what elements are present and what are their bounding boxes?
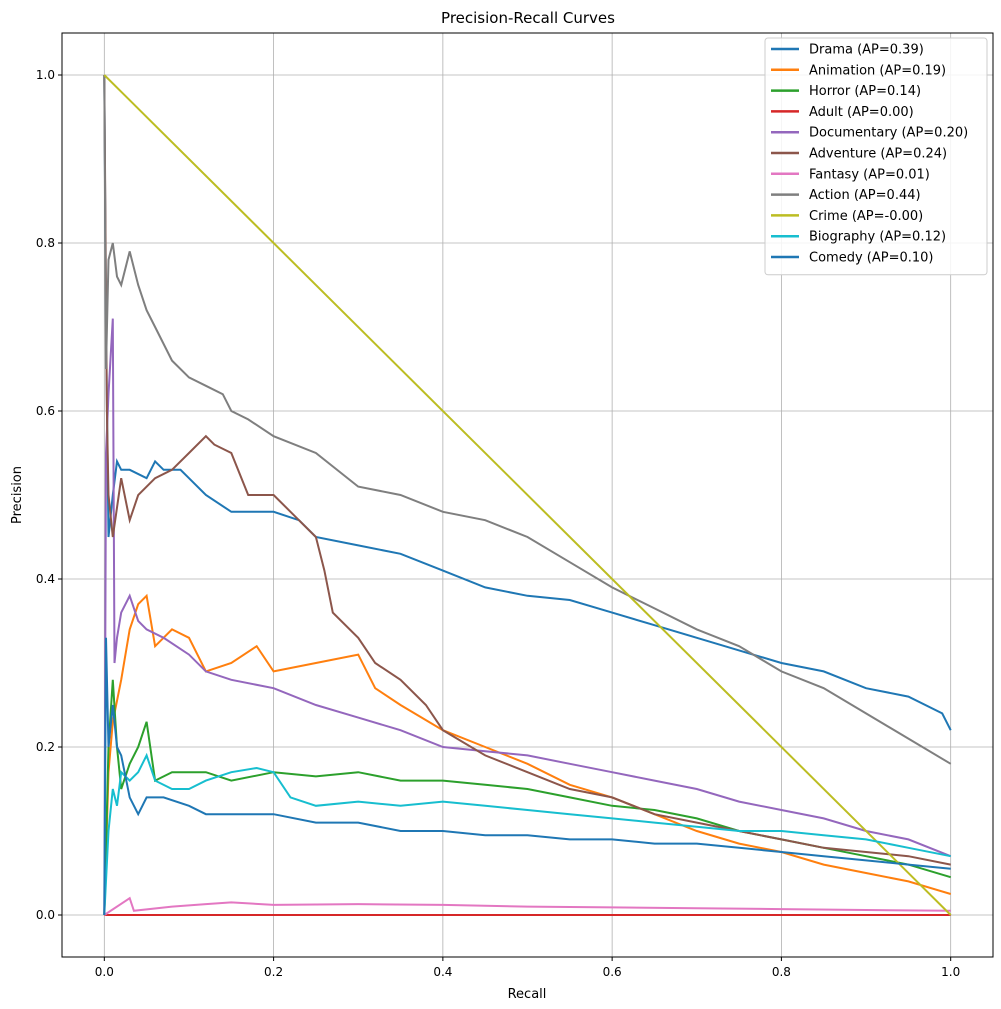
axis-ticks: 0.0 0.2 0.4 0.6 0.8 1.0 0.0 0.2 0.4 0.6 0.8 1.0	[36, 68, 960, 979]
legend-label: Biography (AP=0.12)	[809, 230, 946, 245]
series-line-6	[103, 896, 951, 916]
y-tick-label: 0.6	[36, 404, 55, 418]
series-line-9	[103, 752, 951, 916]
x-tick-label: 0.2	[264, 965, 283, 979]
plot-frame	[61, 32, 994, 958]
series-line-8	[103, 74, 952, 916]
x-axis-title: Recall	[508, 987, 547, 1002]
x-tick-label: 0.6	[603, 965, 622, 979]
legend-label: Animation (AP=0.19)	[809, 63, 946, 78]
series-line-4	[103, 318, 952, 916]
legend-label: Adventure (AP=0.24)	[809, 147, 947, 162]
y-tick-label: 1.0	[36, 68, 55, 82]
legend-label: Crime (AP=-0.00)	[809, 209, 923, 224]
y-tick-label: 0.8	[36, 236, 55, 250]
y-axis-title: Precision	[10, 466, 25, 524]
x-tick-label: 0.0	[95, 965, 114, 979]
series-line-2	[103, 679, 951, 916]
x-tick-label: 0.4	[433, 965, 452, 979]
x-tick-label: 0.8	[772, 965, 791, 979]
series-lines	[103, 74, 952, 916]
series-line-10	[103, 637, 951, 916]
legend-label: Adult (AP=0.00)	[809, 105, 914, 120]
legend-label: Drama (AP=0.39)	[809, 43, 924, 58]
y-tick-label: 0.0	[36, 908, 55, 922]
series-line-1	[103, 593, 951, 916]
series-line-7	[103, 74, 952, 765]
legend-label: Action (AP=0.44)	[809, 188, 921, 203]
legend-label: Fantasy (AP=0.01)	[809, 167, 930, 182]
x-tick-label: 1.0	[941, 965, 960, 979]
legend-label: Horror (AP=0.14)	[809, 84, 921, 99]
legend-label: Comedy (AP=0.10)	[809, 251, 933, 266]
y-tick-label: 0.2	[36, 740, 55, 754]
chart-title: Precision-Recall Curves	[441, 9, 615, 27]
series-line-5	[103, 74, 951, 866]
legend-label: Documentary (AP=0.20)	[809, 126, 968, 141]
legend: Drama (AP=0.39) Animation (AP=0.19) Horror…	[764, 37, 988, 276]
y-tick-label: 0.4	[36, 572, 55, 586]
legend-box	[764, 37, 988, 276]
